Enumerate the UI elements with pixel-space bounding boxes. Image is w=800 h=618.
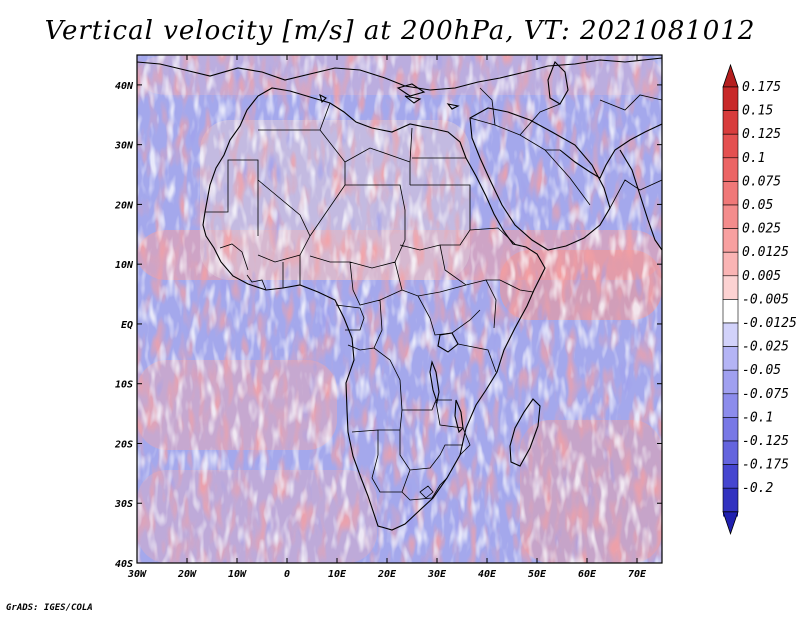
- colorbar-cell: [722, 369, 739, 395]
- y-tick-label: 10S: [115, 380, 133, 391]
- colorbar-cell: [722, 299, 739, 324]
- field-texture-red-white: [137, 55, 662, 563]
- x-tick-label: 30W: [127, 569, 147, 580]
- y-axis: 40N 30N 20N 10N EQ 10S 20S 30S 40S: [114, 81, 662, 570]
- lake-tanganyika: [429, 360, 440, 405]
- colorbar-cell: [722, 133, 739, 159]
- colorbar-cell: [722, 157, 739, 182]
- colorbar-cell: [722, 110, 739, 135]
- colorbar-cell: [722, 393, 739, 418]
- x-tick-label: 50E: [528, 569, 547, 580]
- colorbar-cell: [722, 181, 739, 206]
- x-axis: 30W 20W 10W 0 10E 20E 30E 40E 50E 60E 70E: [127, 55, 647, 580]
- colorbar-label: -0.05: [742, 363, 781, 378]
- map-title: Vertical velocity [m/s] at 200hPa, VT: 2…: [44, 16, 756, 46]
- colorbar-cell: [722, 322, 739, 347]
- colorbar-cell: [722, 417, 739, 442]
- y-tick-label: 30S: [114, 499, 133, 510]
- x-tick-label: 60E: [578, 569, 597, 580]
- colorbar-label: 0.005: [742, 269, 781, 284]
- arabia-coastline: [469, 107, 611, 251]
- x-tick-label: 40E: [478, 569, 497, 580]
- colorbar-label: 0.125: [742, 127, 781, 142]
- colorbar-label: 0.1: [742, 151, 765, 166]
- x-tick-label: 10W: [228, 569, 247, 580]
- x-tick-label: 10E: [328, 569, 347, 580]
- india-coastline: [619, 149, 662, 251]
- colorbar-label: -0.0125: [742, 316, 797, 331]
- colorbar-label: 0.15: [742, 104, 773, 119]
- x-tick-label: 20W: [177, 569, 197, 580]
- colorbar: 0.175 0.15 0.125 0.1 0.075 0.05 0.025 0.0125 0.0…: [722, 63, 797, 536]
- y-tick-label: 10N: [115, 260, 134, 271]
- lake-malawi: [454, 399, 464, 434]
- country-borders: [205, 87, 662, 501]
- coastlines: [137, 57, 662, 531]
- colorbar-label: -0.2: [742, 481, 773, 496]
- credit-label: GrADS: IGES/COLA: [6, 603, 93, 613]
- y-tick-label: 40S: [115, 559, 133, 570]
- colorbar-cell: [722, 346, 739, 371]
- map-panel: [137, 55, 662, 563]
- x-tick-label: 30E: [427, 569, 447, 580]
- colorbar-label: -0.025: [742, 340, 789, 355]
- border-lines: [205, 87, 662, 501]
- colorbar-cell: [722, 464, 739, 489]
- x-tick-label: 70E: [628, 569, 647, 580]
- colorbar-top-arrow: [722, 63, 739, 88]
- y-tick-label: 20N: [114, 200, 134, 211]
- colorbar-cell: [722, 251, 739, 277]
- x-tick-label: 20E: [377, 569, 397, 580]
- colorbar-cell: [722, 86, 739, 111]
- colorbar-cell: [722, 440, 739, 465]
- colorbar-cell: [722, 487, 739, 513]
- colorbar-label: 0.175: [742, 80, 781, 95]
- colorbar-label: 0.075: [742, 174, 781, 189]
- colorbar-label: 0.025: [742, 222, 781, 237]
- y-tick-label: 20S: [114, 439, 133, 450]
- colorbar-label: -0.1: [742, 410, 773, 425]
- madagascar-coastline: [509, 398, 541, 467]
- colorbar-cell: [722, 228, 739, 253]
- colorbar-label: -0.125: [742, 434, 789, 449]
- y-tick-label: 40N: [115, 81, 134, 92]
- colorbar-label: 0.0125: [742, 245, 789, 260]
- y-tick-label: 30N: [114, 141, 134, 152]
- colorbar-label: -0.005: [742, 292, 789, 307]
- map-frame: [136, 54, 663, 564]
- colorbar-label: -0.075: [742, 387, 789, 402]
- colorbar-cell: [722, 204, 739, 229]
- colorbar-label: -0.175: [742, 458, 789, 473]
- colorbar-bottom-arrow: [722, 511, 739, 536]
- mediterranean-islands: [319, 83, 460, 110]
- colorbar-cell: [722, 275, 739, 300]
- colorbar-label: 0.05: [742, 198, 773, 213]
- persian-gulf-coastline: [559, 123, 662, 179]
- x-tick-label: 0: [284, 569, 290, 580]
- europe-coastline: [137, 57, 662, 91]
- y-tick-label: EQ: [121, 320, 133, 331]
